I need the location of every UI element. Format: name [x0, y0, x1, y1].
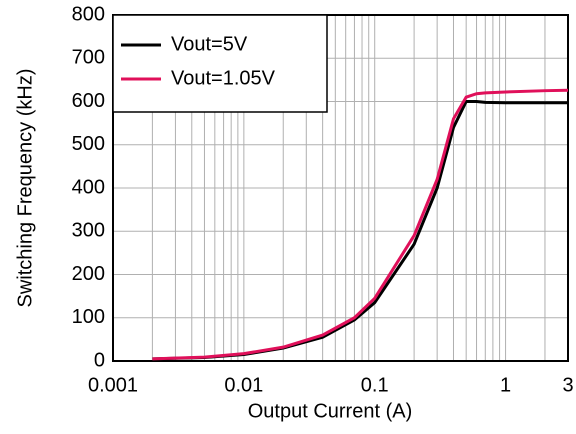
data-line	[152, 88, 569, 361]
y-tick-label: 800	[72, 3, 105, 25]
legend-box	[112, 14, 328, 113]
x-tick-label: 3	[562, 374, 573, 396]
legend-label: Vout=5V	[171, 33, 248, 55]
y-tick-label: 700	[72, 47, 105, 69]
y-tick-label: 100	[72, 306, 105, 328]
y-tick-label: 200	[72, 263, 105, 285]
y-tick-label: 300	[72, 220, 105, 242]
x-axis-label: Output Current (A)	[248, 400, 413, 422]
y-axis-label: Switching Frequency (kHz)	[14, 69, 36, 308]
y-tick-label: 400	[72, 176, 105, 198]
y-tick-label: 0	[94, 349, 105, 371]
x-tick-label: 1	[500, 374, 511, 396]
legend-label: Vout=1.05V	[171, 67, 276, 89]
y-tick-label: 600	[72, 90, 105, 112]
plot-frame	[112, 14, 569, 362]
x-tick-label: 0.001	[88, 374, 138, 396]
x-tick-label: 0.1	[361, 374, 389, 396]
x-tick-label: 0.01	[224, 374, 263, 396]
y-tick-label: 500	[72, 133, 105, 155]
